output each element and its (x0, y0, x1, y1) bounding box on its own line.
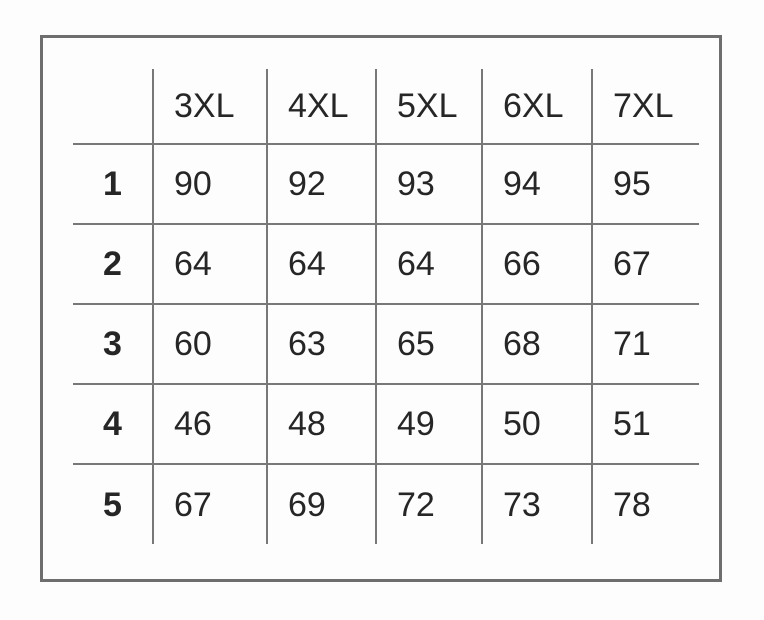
column-header-5xl: 5XL (375, 69, 483, 145)
row-label: 5 (73, 463, 154, 544)
cell: 46 (152, 383, 268, 465)
cell: 95 (591, 143, 699, 225)
cell: 67 (152, 463, 268, 544)
row-label: 2 (73, 223, 154, 305)
size-chart-table: 3XL 4XL 5XL 6XL 7XL 1 90 92 93 94 95 2 6… (73, 69, 699, 544)
corner-cell (73, 69, 154, 145)
cell: 93 (375, 143, 483, 225)
cell: 49 (375, 383, 483, 465)
cell: 66 (481, 223, 593, 305)
cell: 64 (375, 223, 483, 305)
row-label: 4 (73, 383, 154, 465)
cell: 48 (266, 383, 377, 465)
cell: 68 (481, 303, 593, 385)
row-label: 3 (73, 303, 154, 385)
table-row: 3 60 63 65 68 71 (73, 303, 699, 385)
row-label: 1 (73, 143, 154, 225)
table-row: 1 90 92 93 94 95 (73, 143, 699, 225)
cell: 94 (481, 143, 593, 225)
cell: 90 (152, 143, 268, 225)
cell: 50 (481, 383, 593, 465)
cell: 67 (591, 223, 699, 305)
column-header-6xl: 6XL (481, 69, 593, 145)
table-row: 5 67 69 72 73 78 (73, 463, 699, 544)
cell: 78 (591, 463, 699, 544)
cell: 60 (152, 303, 268, 385)
table-row: 4 46 48 49 50 51 (73, 383, 699, 465)
column-header-7xl: 7XL (591, 69, 699, 145)
cell: 65 (375, 303, 483, 385)
cell: 51 (591, 383, 699, 465)
column-header-3xl: 3XL (152, 69, 268, 145)
cell: 73 (481, 463, 593, 544)
column-header-4xl: 4XL (266, 69, 377, 145)
table-row: 2 64 64 64 66 67 (73, 223, 699, 305)
cell: 72 (375, 463, 483, 544)
cell: 71 (591, 303, 699, 385)
cell: 64 (152, 223, 268, 305)
cell: 69 (266, 463, 377, 544)
cell: 92 (266, 143, 377, 225)
cell: 64 (266, 223, 377, 305)
size-chart-frame: 3XL 4XL 5XL 6XL 7XL 1 90 92 93 94 95 2 6… (40, 35, 722, 582)
header-row: 3XL 4XL 5XL 6XL 7XL (73, 69, 699, 145)
cell: 63 (266, 303, 377, 385)
